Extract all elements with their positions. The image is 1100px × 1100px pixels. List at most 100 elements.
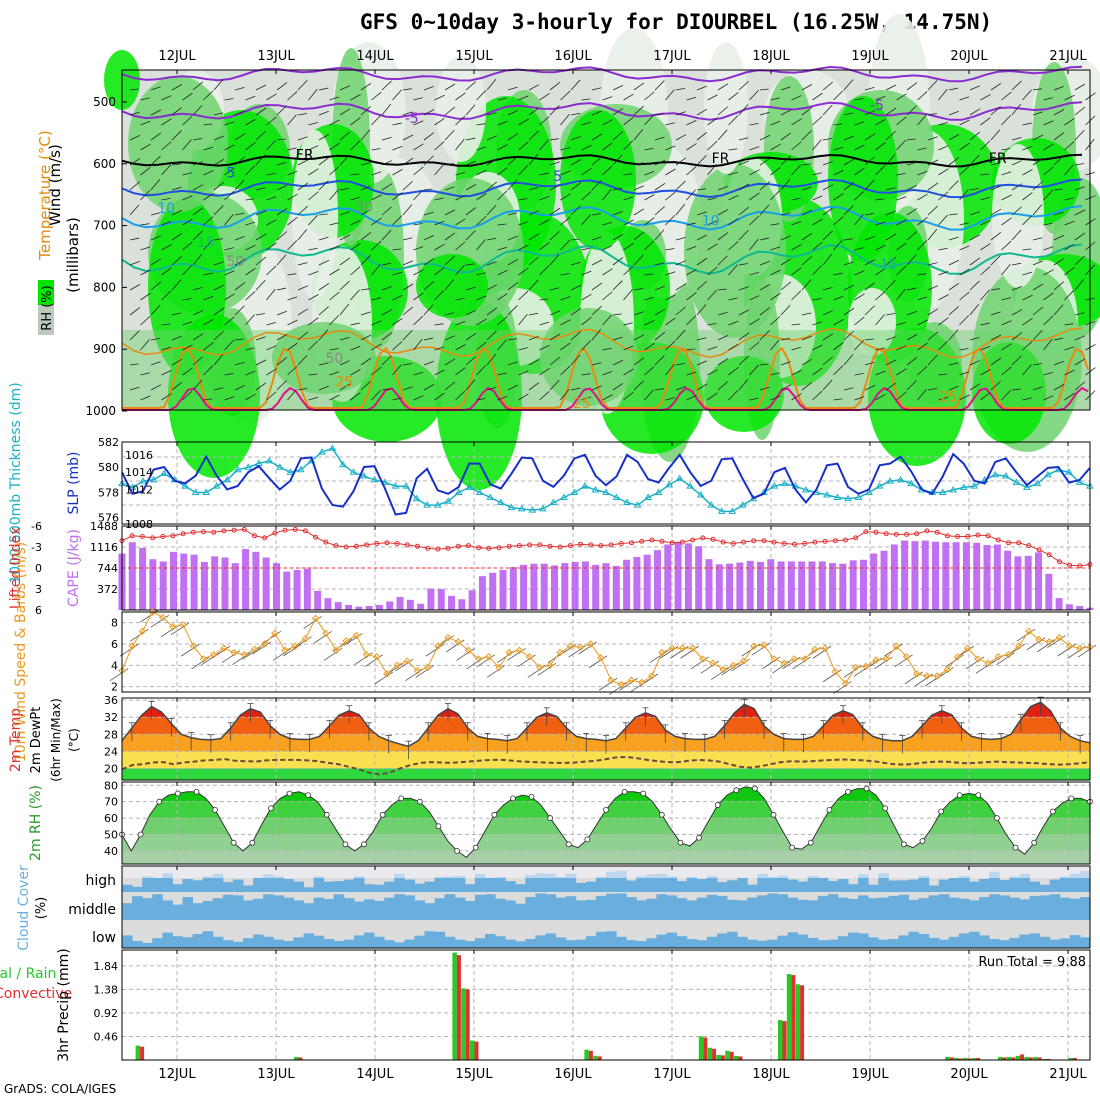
wind-barb	[665, 145, 676, 151]
thickness-point	[738, 501, 747, 508]
wind-barb	[182, 195, 193, 201]
wind-barb	[392, 145, 403, 151]
wind-barb	[549, 230, 560, 241]
wind-barb	[738, 286, 749, 291]
cloud-high-bar	[323, 881, 335, 892]
wind-barb	[980, 322, 990, 326]
wind-barb	[434, 323, 444, 326]
thickness-point	[707, 501, 716, 508]
precip-tick-label: 1.84	[94, 960, 119, 973]
wind-barb	[549, 379, 560, 391]
cloud-middle-bar	[1009, 897, 1020, 920]
cape-tick-label: 372	[97, 583, 118, 596]
wind-barb	[843, 205, 854, 216]
wind-barb	[486, 181, 498, 191]
wind-barb	[938, 88, 948, 101]
wind-barb	[1064, 290, 1075, 301]
wind-barb	[581, 167, 592, 176]
wind-barb	[728, 390, 739, 401]
wind-barb	[738, 229, 749, 241]
wind-barb	[612, 154, 623, 166]
cloud-low-bar	[999, 940, 1010, 948]
wind-barb	[402, 363, 412, 366]
wind-barb	[623, 219, 634, 226]
wind-barb	[990, 334, 1002, 341]
wind-barb	[1011, 355, 1022, 366]
cloud-low-bar	[928, 937, 940, 948]
rh-legend-label: RH (%)	[40, 285, 55, 330]
wind-barb	[738, 160, 749, 166]
wind-barb	[329, 394, 340, 401]
wind-barb	[528, 312, 539, 316]
wind-barb	[413, 395, 424, 401]
wind-barb	[612, 131, 623, 141]
wind-tick-label: 2	[111, 681, 118, 694]
wind-barb	[507, 384, 519, 391]
wind-barb	[182, 264, 193, 276]
wind-axis-label: 10m Wind Speed & Barbs (m/s)	[13, 542, 29, 762]
wind-barb	[1032, 260, 1043, 266]
wind-barb	[717, 186, 728, 191]
cloud-middle-bar	[727, 899, 738, 920]
wind-barb	[339, 85, 351, 91]
cloud-middle-bar	[424, 903, 436, 920]
wind-barb	[150, 337, 161, 341]
wind-speed-point	[841, 679, 850, 688]
wind-barb	[906, 254, 917, 266]
wind-barb	[843, 354, 854, 366]
wind-barb	[801, 84, 813, 91]
lifted-index-point	[414, 543, 420, 549]
wind-barb	[444, 232, 456, 241]
cloud-high-bar	[837, 879, 849, 892]
wind-barb	[906, 287, 917, 291]
cloud-high-bar	[253, 877, 264, 892]
wind-barb	[203, 193, 214, 201]
wind-barb	[875, 347, 885, 351]
precip-tick-label: 1.38	[94, 983, 119, 996]
wind-barb	[969, 360, 981, 366]
wind-barb	[728, 115, 739, 126]
cloud-high-bar	[364, 884, 375, 892]
wind-barb	[686, 371, 697, 376]
cape-bar	[962, 542, 970, 610]
wind-barb	[948, 259, 960, 266]
wind-barb	[633, 129, 644, 141]
cloud-low-bar	[858, 933, 869, 948]
wind-barb	[854, 190, 865, 201]
wind-barb	[434, 290, 445, 301]
contour-label: 30	[355, 199, 373, 215]
wind-barb	[864, 305, 875, 316]
wind-barb	[707, 392, 718, 401]
wind-barb	[1064, 243, 1075, 251]
wind-barb	[203, 398, 213, 401]
thickness-point	[959, 483, 968, 490]
wind-barb	[969, 280, 980, 291]
wind-barb	[192, 161, 203, 166]
cape-bar	[499, 569, 507, 610]
cloud-high-bar	[827, 881, 839, 892]
wind-barb	[759, 307, 771, 316]
wind-barb	[266, 219, 277, 226]
wind-barb	[549, 310, 560, 316]
wind-barb	[287, 365, 298, 376]
wind-barb	[1064, 392, 1075, 401]
wind-barb	[801, 279, 812, 291]
cape-bar	[303, 568, 311, 610]
lifted-index-point	[1036, 547, 1042, 553]
thickness-point	[191, 488, 200, 495]
precip-total-bar	[1068, 1057, 1073, 1060]
wind-barb	[717, 288, 727, 291]
wind-barb	[791, 290, 802, 301]
lifted-index-point	[628, 540, 634, 546]
wind-barb	[822, 230, 833, 241]
wind-barb	[549, 161, 560, 166]
wind-barb	[969, 108, 981, 116]
cloud-middle-bar	[353, 901, 365, 920]
li-tick-label: 3	[35, 583, 42, 596]
wind-barb	[633, 231, 645, 241]
wind-barb	[318, 134, 330, 141]
cloud-middle-bar	[132, 896, 143, 920]
wind-barb	[602, 314, 612, 326]
wind-barb	[948, 213, 958, 216]
wind-barb	[518, 118, 529, 126]
